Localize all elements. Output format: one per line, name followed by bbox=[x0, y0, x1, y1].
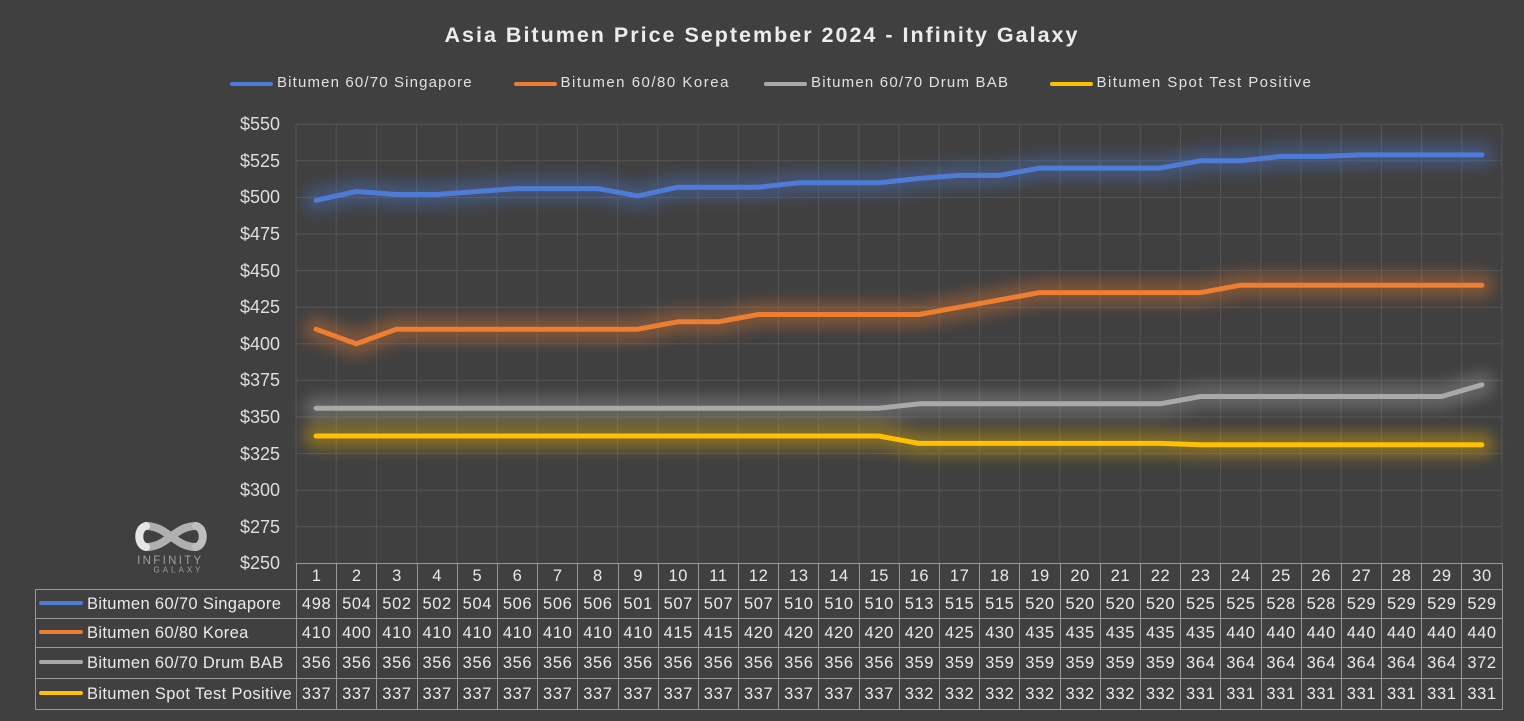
svg-text:INFINITY: INFINITY bbox=[137, 555, 203, 567]
svg-text:GALAXY: GALAXY bbox=[153, 566, 203, 575]
